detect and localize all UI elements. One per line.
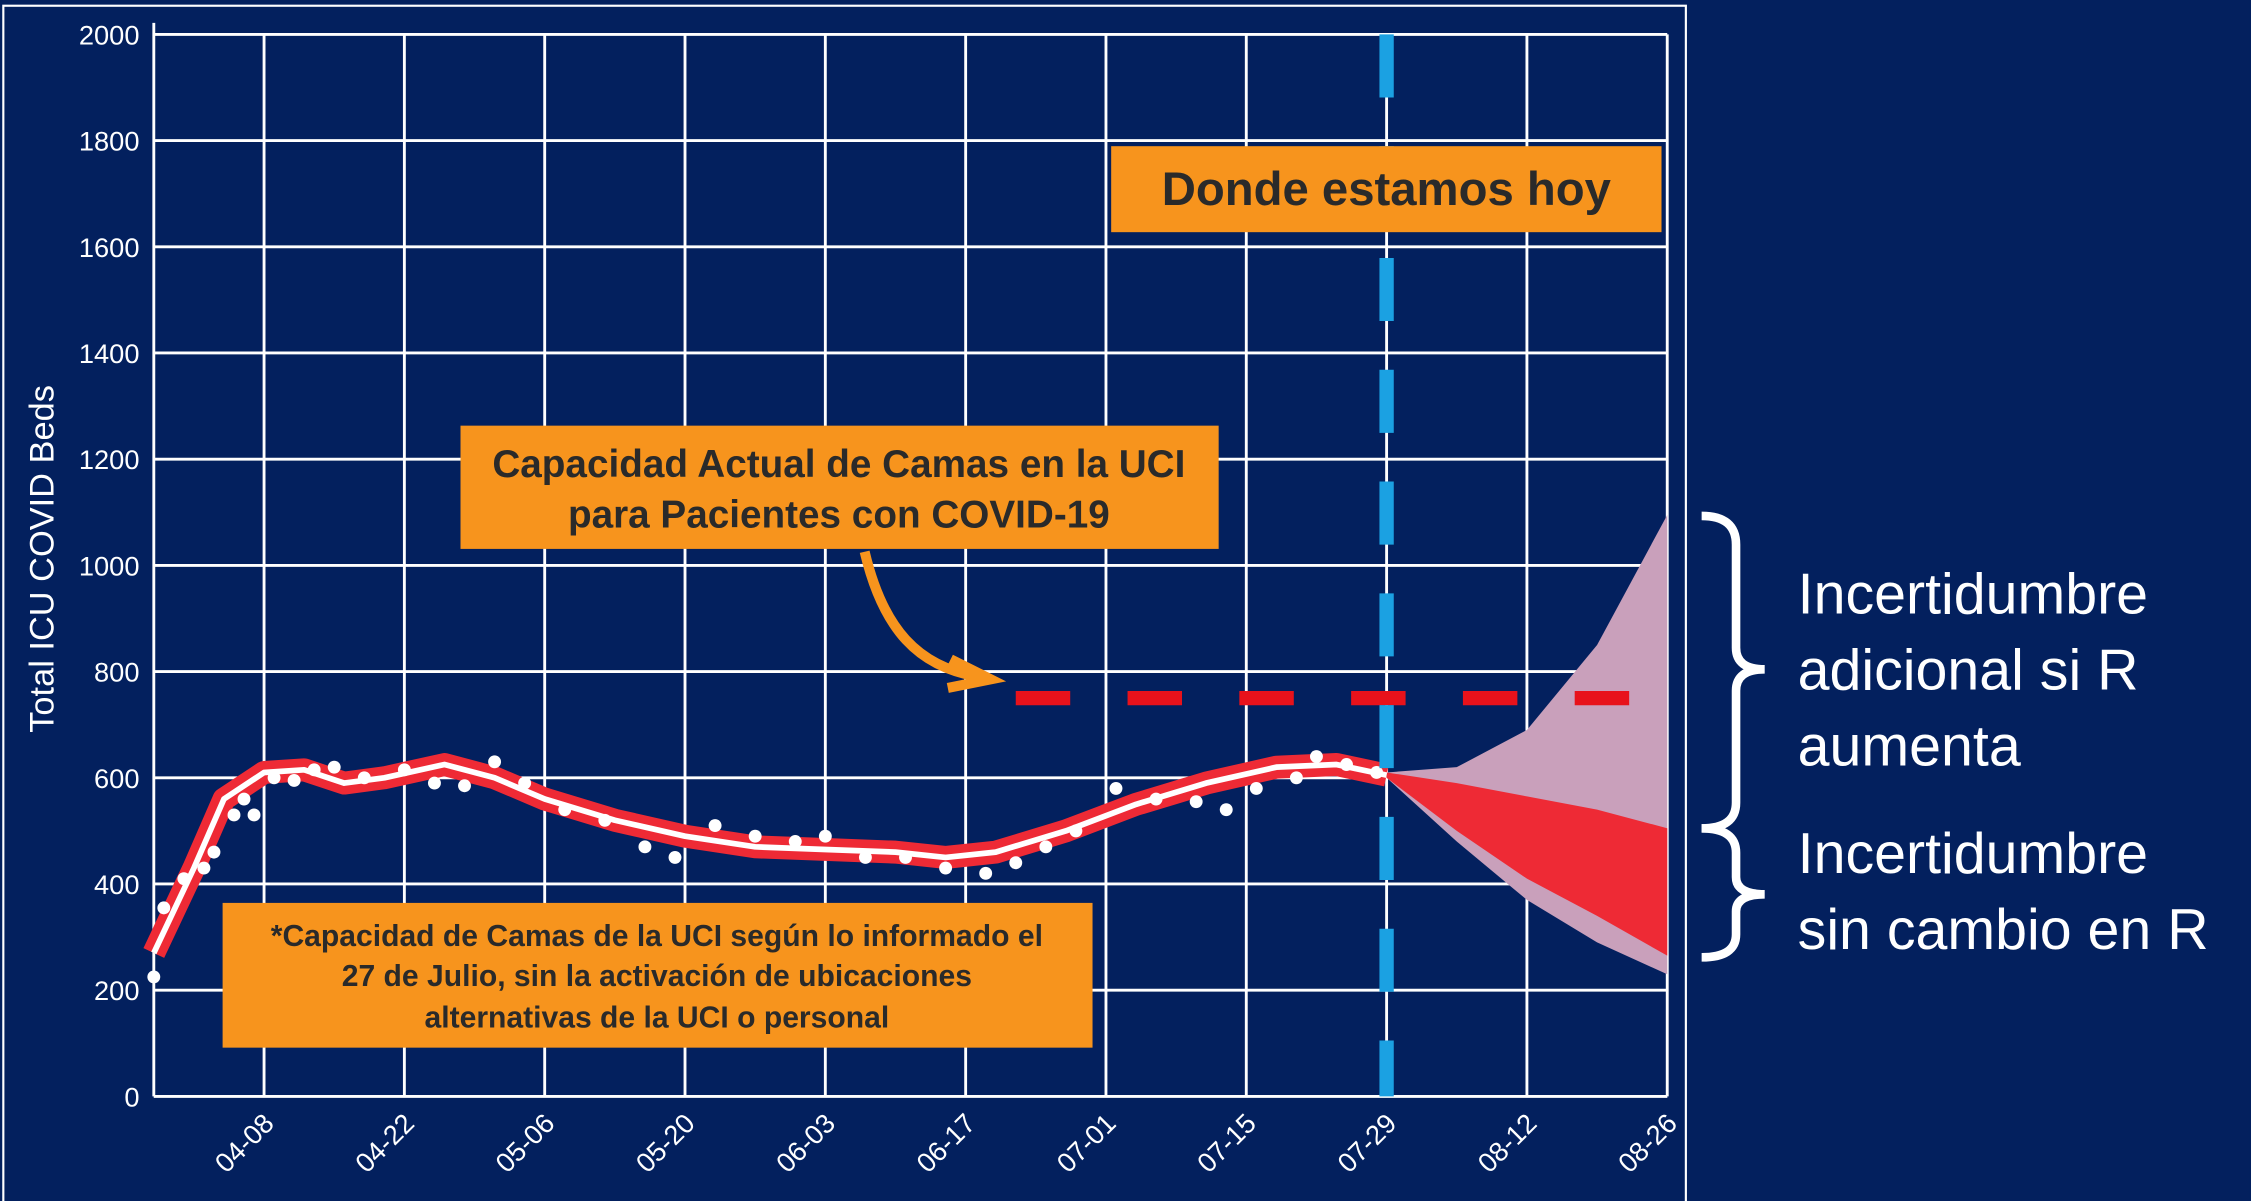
observed-point bbox=[1189, 795, 1203, 809]
y-axis-label: Total ICU COVID Beds bbox=[23, 385, 61, 733]
observed-point bbox=[357, 771, 371, 785]
observed-point bbox=[157, 901, 171, 915]
observed-point bbox=[458, 779, 471, 793]
annotation: *Capacidad de Camas de la UCI según lo i… bbox=[271, 920, 1043, 953]
y-tick-label: 2000 bbox=[79, 19, 140, 50]
observed-point bbox=[207, 845, 221, 859]
observed-point bbox=[818, 829, 832, 843]
observed-point bbox=[518, 776, 532, 790]
annotation: Donde estamos hoy bbox=[1162, 163, 1612, 216]
observed-point bbox=[1009, 856, 1023, 870]
brace bbox=[1701, 824, 1765, 962]
y-tick-label: 1600 bbox=[79, 232, 140, 263]
y-tick-label: 600 bbox=[94, 763, 139, 794]
observed-point bbox=[147, 970, 161, 984]
observed-point bbox=[287, 773, 301, 787]
observed-point bbox=[327, 760, 341, 774]
plot-frame bbox=[2, 4, 1687, 1201]
observed-point bbox=[1109, 781, 1123, 795]
observed-point bbox=[638, 840, 652, 854]
brace-label: Incertidumbre bbox=[1798, 562, 2148, 626]
annotation-box bbox=[460, 425, 1219, 549]
observed-point bbox=[1249, 781, 1263, 795]
brace-label: Incertidumbre bbox=[1798, 822, 2148, 886]
arrow bbox=[859, 550, 978, 682]
observed-point bbox=[939, 861, 953, 875]
observed-point bbox=[427, 776, 441, 790]
observed-point bbox=[1039, 840, 1053, 854]
arrow-head bbox=[946, 654, 1007, 693]
observed-point bbox=[1219, 803, 1233, 817]
observed-point bbox=[979, 866, 993, 880]
observed-point bbox=[1149, 792, 1163, 806]
observed-point bbox=[1340, 758, 1353, 771]
y-tick-label: 400 bbox=[94, 869, 139, 900]
annotation-box bbox=[222, 902, 1093, 1048]
annotation: para Pacientes con COVID-19 bbox=[568, 493, 1110, 536]
observed-point bbox=[668, 850, 682, 864]
observed-point bbox=[1309, 750, 1323, 763]
observed-point bbox=[748, 829, 762, 843]
brace-label: adicional si R bbox=[1798, 638, 2139, 702]
y-tick-label: 0 bbox=[124, 1081, 139, 1112]
observed-point bbox=[227, 808, 241, 822]
y-tick-label: 800 bbox=[94, 657, 139, 688]
observed-point bbox=[488, 755, 502, 769]
y-tick-label: 1000 bbox=[79, 550, 140, 581]
brace-label: sin cambio en R bbox=[1798, 898, 2209, 962]
observed-point bbox=[708, 819, 722, 833]
observed-point bbox=[858, 850, 872, 864]
observed-point bbox=[1069, 824, 1083, 838]
y-tick-label: 1800 bbox=[79, 126, 140, 157]
brace bbox=[1701, 511, 1765, 833]
observed-point bbox=[788, 835, 802, 848]
observed-point bbox=[558, 803, 572, 817]
observed-point bbox=[177, 872, 191, 886]
uncertainty-band bbox=[1386, 772, 1668, 956]
y-tick-label: 1200 bbox=[79, 444, 140, 475]
annotation-box bbox=[1111, 146, 1662, 233]
observed-point bbox=[237, 792, 251, 806]
observed-point bbox=[307, 763, 321, 777]
y-tick-label: 1400 bbox=[79, 338, 140, 369]
observed-point bbox=[1289, 771, 1303, 785]
observed-point bbox=[1370, 766, 1384, 779]
observed-point bbox=[397, 763, 411, 777]
annotation: Capacidad Actual de Camas en la UCI bbox=[492, 443, 1185, 486]
brace-label: aumenta bbox=[1798, 714, 2021, 778]
observed-point bbox=[598, 813, 612, 827]
observed-point bbox=[267, 771, 281, 785]
annotation: 27 de Julio, sin la activación de ubicac… bbox=[342, 960, 972, 993]
y-tick-label: 200 bbox=[94, 975, 139, 1006]
annotation: alternativas de la UCI o personal bbox=[425, 1002, 890, 1035]
observed-point bbox=[197, 861, 211, 875]
observed-point bbox=[247, 808, 261, 822]
observed-point bbox=[899, 850, 912, 864]
